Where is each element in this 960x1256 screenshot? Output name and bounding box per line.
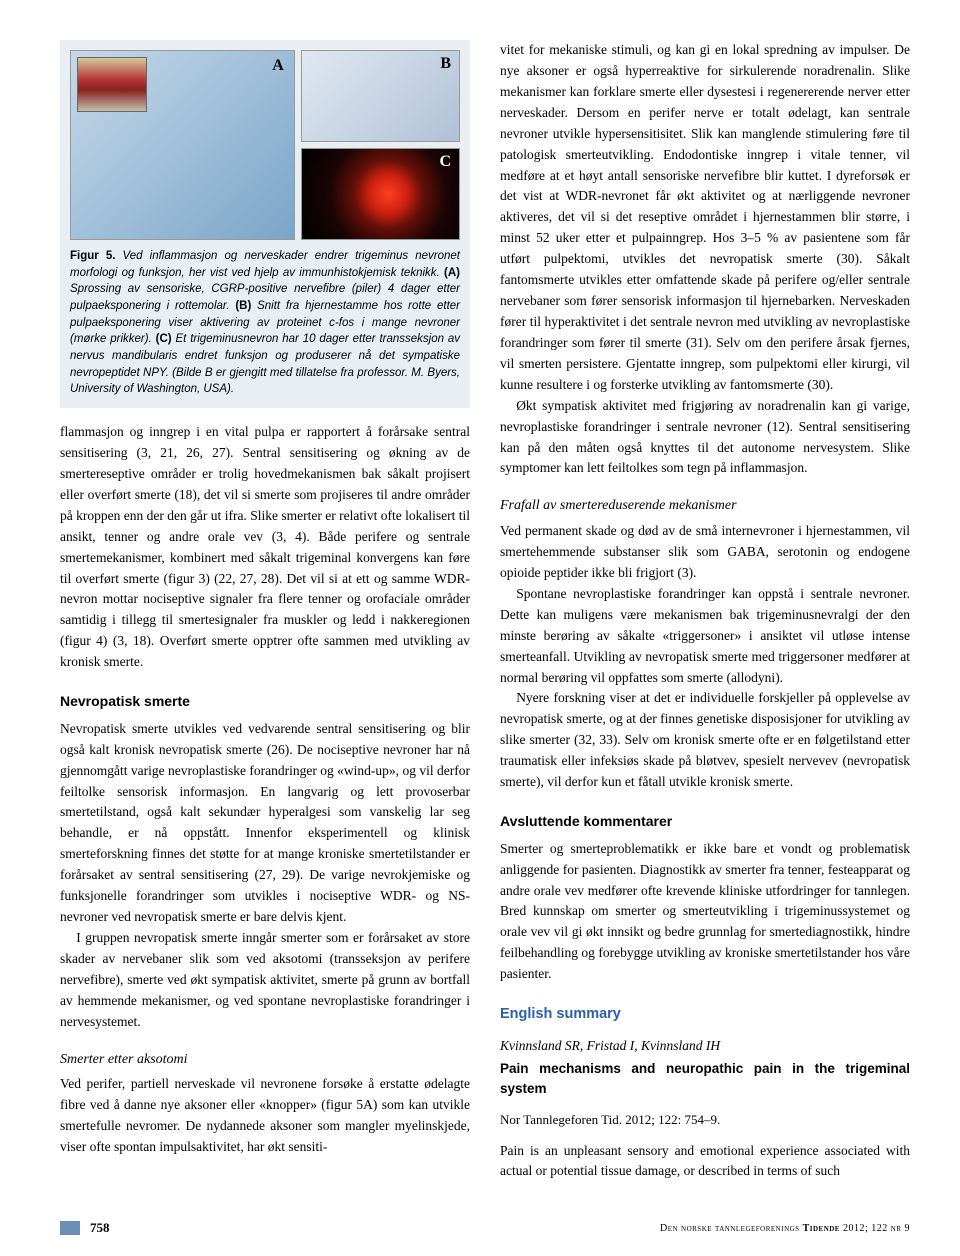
right-p1: vitet for mekaniske stimuli, og kan gi e… [500, 40, 910, 396]
footer-issue: 9 [905, 1223, 911, 1234]
figure-label-c: C [439, 153, 451, 171]
footer-journal-pre: D [660, 1223, 668, 1234]
heading-frafall: Frafall av smertereduserende mekanismer [500, 495, 910, 517]
footer-right: Den norske tannlegeforenings Tidende 201… [660, 1223, 910, 1234]
figure-caption: Figur 5. Ved inflammasjon og nerveskader… [70, 248, 460, 398]
left-column: A B C Figur 5. Ved inflammasjon og nerve… [60, 40, 470, 1182]
figure-images: A B C [70, 50, 460, 240]
left-p1: flammasjon og inngrep i en vital pulpa e… [60, 422, 470, 673]
left-p2: Nevropatisk smerte utvikles ved vedvaren… [60, 719, 470, 928]
left-p4: Ved perifer, partiell nerveskade vil nev… [60, 1074, 470, 1158]
figure-panel-c: C [301, 148, 460, 240]
english-citation: Nor Tannlegeforen Tid. 2012; 122: 754–9. [500, 1110, 910, 1130]
page-number: 758 [90, 1220, 110, 1236]
footer-left: 758 [60, 1220, 110, 1236]
footer-accent-box [60, 1221, 80, 1235]
heading-smerter-etter-aksotomi: Smerter etter aksotomi [60, 1049, 470, 1071]
footer-journal-title: Tidende [803, 1223, 840, 1234]
english-p1: Pain is an unpleasant sensory and emotio… [500, 1141, 910, 1183]
figure-panel-b: B [301, 50, 460, 142]
figure-panel-a: A [70, 50, 295, 240]
figure-5: A B C Figur 5. Ved inflammasjon og nerve… [60, 40, 470, 408]
heading-english-summary: English summary [500, 1003, 910, 1025]
heading-avsluttende: Avsluttende kommentarer [500, 811, 910, 833]
figure-right-panels: B C [301, 50, 460, 240]
figure-caption-c-label: (C) [156, 333, 172, 345]
left-body-text: flammasjon og inngrep i en vital pulpa e… [60, 422, 470, 1158]
figure-label-a: A [272, 57, 284, 75]
right-p3: Ved permanent skade og død av de små int… [500, 521, 910, 584]
page: A B C Figur 5. Ved inflammasjon og nerve… [0, 0, 960, 1256]
footer-journal-mid: en norske tannlegeforenings [668, 1223, 800, 1234]
page-footer: 758 Den norske tannlegeforenings Tidende… [60, 1212, 910, 1236]
figure-label-b: B [440, 55, 451, 73]
right-p2: Økt sympatisk aktivitet med frigjøring a… [500, 396, 910, 480]
right-column: vitet for mekaniske stimuli, og kan gi e… [500, 40, 910, 1182]
heading-nevropatisk-smerte: Nevropatisk smerte [60, 691, 470, 713]
two-column-layout: A B C Figur 5. Ved inflammasjon og nerve… [60, 40, 910, 1182]
left-p3: I gruppen nevropatisk smerte inngår smer… [60, 928, 470, 1033]
footer-issue-pre: nr [891, 1223, 902, 1234]
figure-number: Figur 5. [70, 250, 115, 262]
figure-caption-b-label: (B) [235, 300, 251, 312]
english-title: Pain mechanisms and neuropathic pain in … [500, 1059, 910, 1101]
figure-panel-a-inset [77, 57, 147, 112]
figure-caption-a-label: (A) [444, 267, 460, 279]
right-p4: Spontane nevroplastiske forandringer kan… [500, 584, 910, 689]
right-p6: Smerter og smerteproblematikk er ikke ba… [500, 839, 910, 985]
right-p5: Nyere forskning viser at det er individu… [500, 688, 910, 793]
english-authors: Kvinnsland SR, Fristad I, Kvinnsland IH [500, 1036, 910, 1057]
figure-caption-main: Ved inflammasjon og nerveskader endrer t… [70, 250, 460, 279]
footer-year-vol: 2012; 122 [843, 1223, 888, 1234]
right-body-text: vitet for mekaniske stimuli, og kan gi e… [500, 40, 910, 1182]
